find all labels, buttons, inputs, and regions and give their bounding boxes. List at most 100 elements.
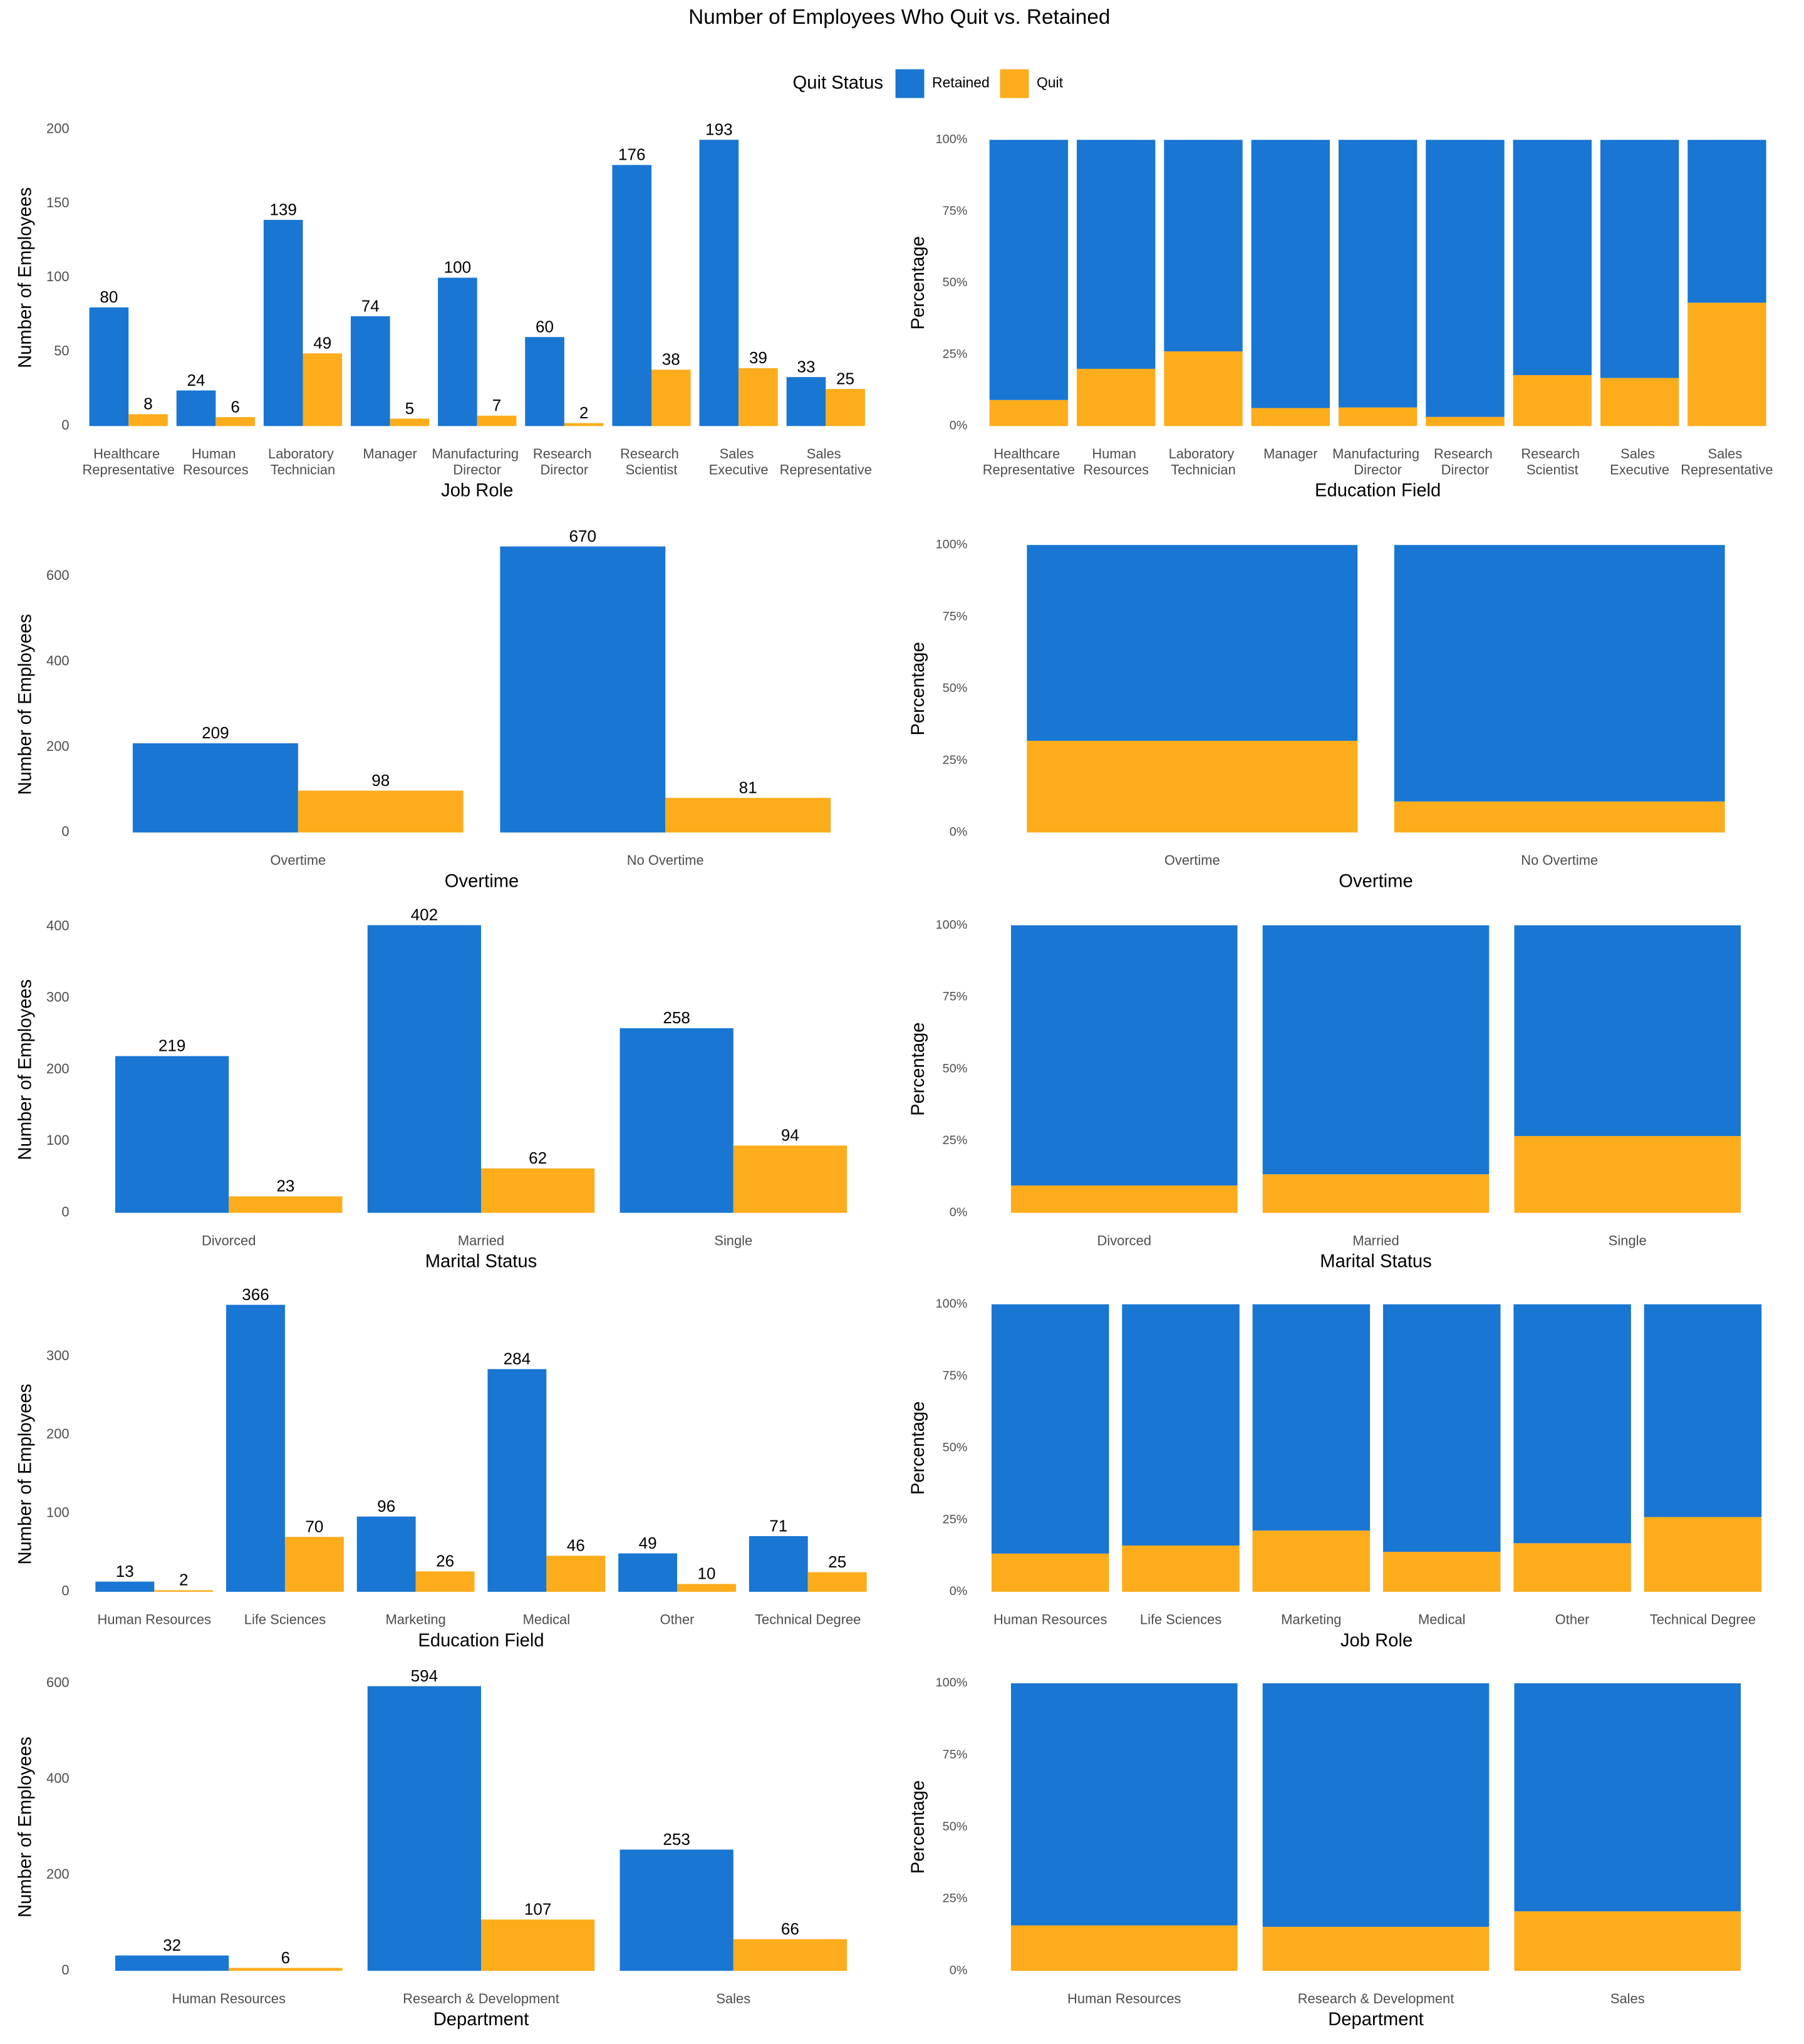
y-tick-label: 0 xyxy=(61,1962,69,1978)
stacked-bar-segment xyxy=(1262,925,1490,1175)
value-label: 39 xyxy=(749,348,767,367)
y-axis-title: Number of Employees xyxy=(15,979,35,1160)
y-axis-title: Number of Employees xyxy=(15,1737,35,1918)
bar xyxy=(154,1590,214,1592)
bar xyxy=(229,1968,343,1971)
x-tick-label: Manufacturing Director xyxy=(1332,446,1423,477)
stacked-bar-segment xyxy=(1394,801,1725,833)
x-tick-line: Laboratory xyxy=(1169,446,1238,462)
x-tick-label: Human Resources xyxy=(993,1612,1107,1628)
bar xyxy=(367,925,481,1213)
y-tick-label: 300 xyxy=(46,1348,70,1363)
stacked-bar-segment xyxy=(1644,1517,1762,1592)
x-tick-label: Healthcare Representative xyxy=(983,446,1075,477)
bar xyxy=(95,1581,155,1592)
x-tick-line: Healthcare xyxy=(93,446,163,462)
bar xyxy=(128,414,168,426)
x-tick-line: Sales xyxy=(720,446,758,462)
value-label: 10 xyxy=(697,1564,715,1583)
value-label: 23 xyxy=(276,1177,294,1195)
y-tick-label: 25% xyxy=(943,1512,968,1526)
y-tick-label: 0 xyxy=(61,1204,69,1219)
bar xyxy=(176,390,216,426)
value-label: 107 xyxy=(524,1900,552,1919)
y-tick-label: 75% xyxy=(943,990,968,1004)
stacked-bar-segment xyxy=(1382,1304,1501,1552)
stacked-bar-segment xyxy=(1011,1683,1238,1926)
y-tick-label: 600 xyxy=(46,1675,70,1690)
y-axis-title: Percentage xyxy=(908,642,928,735)
value-label: 24 xyxy=(187,371,205,390)
x-tick-label: Other xyxy=(1555,1612,1590,1628)
value-label: 25 xyxy=(836,369,854,388)
bar xyxy=(226,1304,285,1592)
x-tick-label: Medical xyxy=(523,1612,571,1628)
bar xyxy=(390,418,430,426)
x-tick-line: Sales xyxy=(1620,446,1659,462)
x-tick-line: Sales xyxy=(807,446,845,462)
x-tick-label: Sales xyxy=(716,1991,750,2006)
y-axis-title: Percentage xyxy=(908,1401,928,1495)
x-tick-line: Technician xyxy=(1171,462,1236,477)
y-tick-label: 100% xyxy=(936,537,968,551)
y-axis-title: Number of Employees xyxy=(15,187,35,368)
bar xyxy=(438,277,477,426)
bar xyxy=(618,1553,678,1592)
x-tick-label: Other xyxy=(660,1612,695,1628)
y-tick-label: 600 xyxy=(46,567,70,583)
value-label: 96 xyxy=(377,1497,395,1515)
x-tick-label: Single xyxy=(1609,1232,1647,1248)
x-tick-label: Manager xyxy=(363,446,417,462)
x-axis-title: Marital Status xyxy=(425,1252,537,1272)
stacked-bar-segment xyxy=(1338,140,1418,408)
value-label: 49 xyxy=(639,1534,657,1552)
value-label: 366 xyxy=(242,1285,269,1304)
value-label: 209 xyxy=(202,723,229,742)
stacked-bar-segment xyxy=(1027,740,1358,833)
value-label: 60 xyxy=(536,317,554,336)
stacked-bar-segment xyxy=(1011,1925,1238,1971)
bar xyxy=(546,1556,606,1592)
value-label: 80 xyxy=(100,287,118,306)
stacked-bar-segment xyxy=(1687,302,1766,426)
x-tick-label: Research Scientist xyxy=(620,446,683,477)
value-label: 25 xyxy=(828,1552,846,1571)
x-tick-label: Sales Executive xyxy=(1610,446,1669,477)
x-tick-label: Sales xyxy=(1610,1991,1645,2006)
value-label: 176 xyxy=(618,145,646,164)
stacked-bar-segment xyxy=(1338,407,1418,426)
value-label: 6 xyxy=(281,1948,291,1967)
legend-swatch xyxy=(895,69,925,98)
stacked-bar-segment xyxy=(1426,416,1505,426)
x-tick-label: Sales Representative xyxy=(780,446,872,477)
stacked-bar-segment xyxy=(1262,1926,1490,1971)
stacked-bar-segment xyxy=(1251,140,1330,408)
stacked-bar-segment xyxy=(1382,1552,1501,1592)
stacked-bar-segment xyxy=(1122,1304,1240,1546)
x-tick-label: Overtime xyxy=(270,852,326,868)
x-tick-label: Research Director xyxy=(533,446,596,477)
x-tick-line: Healthcare xyxy=(993,446,1064,462)
y-tick-label: 100% xyxy=(936,133,968,147)
y-axis-title: Percentage xyxy=(908,1022,928,1115)
stacked-bar-segment xyxy=(1513,374,1592,426)
y-tick-label: 75% xyxy=(943,204,968,218)
y-tick-label: 0 xyxy=(61,823,69,839)
x-tick-line: Executive xyxy=(1610,462,1669,477)
x-tick-label: Human Resources xyxy=(1067,1991,1181,2006)
stacked-bar-segment xyxy=(1164,140,1243,352)
value-label: 253 xyxy=(663,1830,690,1849)
value-label: 139 xyxy=(269,200,297,219)
stacked-bar-segment xyxy=(1514,1136,1741,1213)
legend-swatch xyxy=(1000,69,1029,98)
stacked-bar-segment xyxy=(1077,368,1156,426)
x-tick-label: Divorced xyxy=(1097,1232,1151,1248)
y-tick-label: 0% xyxy=(950,825,968,839)
value-label: 402 xyxy=(411,906,438,924)
bar xyxy=(487,1369,547,1592)
value-label: 26 xyxy=(436,1552,454,1571)
bar xyxy=(564,423,604,426)
bar xyxy=(500,546,666,833)
x-axis-title: Education Field xyxy=(418,1631,544,1651)
x-tick-label: Human Resources xyxy=(172,1991,286,2006)
